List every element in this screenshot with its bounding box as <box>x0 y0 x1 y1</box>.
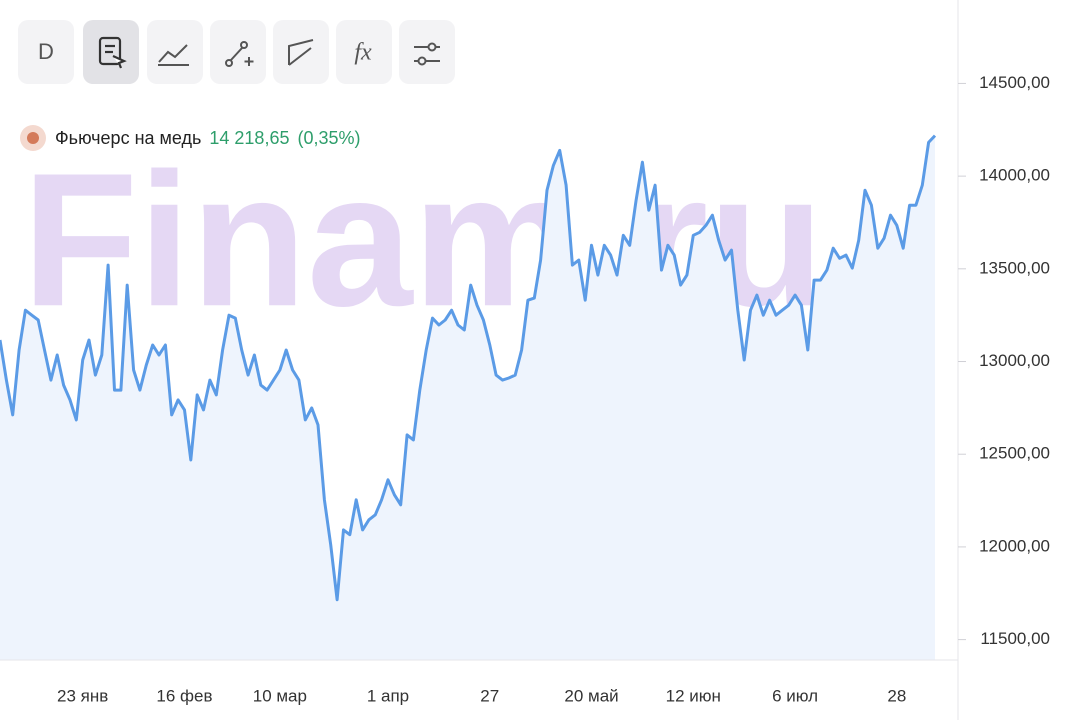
draw-shape-button[interactable] <box>273 20 329 84</box>
interval-label: D <box>38 39 54 64</box>
legend-name: Фьючерс на медь <box>55 128 201 148</box>
y-tick-label: 14000,00 <box>979 166 1050 185</box>
x-tick-label: 16 фев <box>156 686 212 705</box>
area-fill <box>0 135 935 661</box>
legend-icon-core <box>27 132 39 144</box>
y-tick-label: 12000,00 <box>979 536 1050 555</box>
y-tick-label: 13000,00 <box>979 351 1050 370</box>
settings-button[interactable] <box>399 20 455 84</box>
interval-button[interactable] <box>18 20 74 84</box>
y-tick-label: 12500,00 <box>979 444 1050 463</box>
indicators-button[interactable] <box>336 20 392 84</box>
toolbar: D fx <box>18 20 455 84</box>
x-tick-label: 1 апр <box>367 686 409 705</box>
draw-line-icon <box>225 41 254 67</box>
chart-type-button[interactable] <box>147 20 203 84</box>
x-tick-label: 10 мар <box>253 686 307 705</box>
x-tick-label: 23 янв <box>57 686 108 705</box>
settings-icon <box>414 42 440 66</box>
legend-change: (0,35%) <box>297 128 360 148</box>
x-tick-label: 12 июн <box>666 686 721 705</box>
indicators-label: fx <box>354 40 372 66</box>
x-tick-label: 27 <box>480 686 499 705</box>
price-line <box>0 134 937 602</box>
x-tick-label: 20 май <box>564 686 618 705</box>
legend: Фьючерс на медь 14 218,65 (0,35%) <box>20 125 361 151</box>
select-tool-icon <box>98 36 127 69</box>
chart-type-icon <box>158 44 189 66</box>
y-tick-label: 13500,00 <box>979 258 1050 277</box>
y-tick-label: 14500,00 <box>979 73 1050 92</box>
y-tick-label: 11500,00 <box>980 629 1050 648</box>
draw-shape-icon <box>288 39 314 66</box>
x-tick-label: 6 июл <box>772 686 818 705</box>
legend-value: 14 218,65 <box>209 128 289 148</box>
x-tick-label: 28 <box>887 686 906 705</box>
